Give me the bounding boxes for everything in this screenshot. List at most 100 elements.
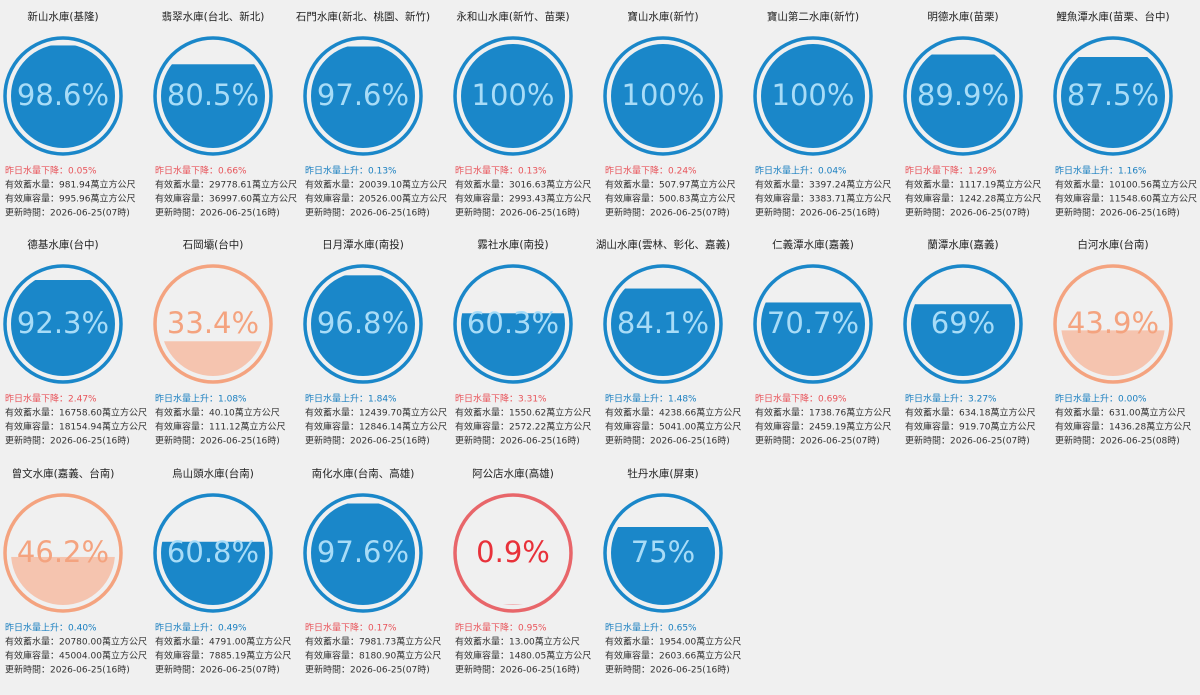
change-text: 昨日水量下降：0.66%	[155, 165, 247, 177]
updated-text: 更新時間：2026-06-25(07時)	[155, 664, 280, 676]
reservoir-name: 南化水庫(台南、高雄)	[312, 467, 415, 480]
storage-text: 有效蓄水量：981.94萬立方公尺	[5, 179, 136, 191]
capacity-text: 有效庫容量：7885.19萬立方公尺	[155, 650, 291, 662]
gauge-ring	[153, 36, 273, 156]
level-label: 80.5%	[167, 78, 259, 112]
capacity-text: 有效庫容量：2572.22萬立方公尺	[455, 421, 591, 433]
level-label: 89.9%	[917, 78, 1009, 112]
water-level	[161, 64, 265, 148]
updated-text: 更新時間：2026-06-25(16時)	[605, 435, 730, 447]
change-text: 昨日水量上升：0.65%	[605, 622, 697, 634]
level-label: 43.9%	[1067, 306, 1159, 340]
capacity-text: 有效庫容量：1436.28萬立方公尺	[1055, 421, 1191, 433]
gauge-ring	[603, 493, 723, 613]
capacity-text: 有效庫容量：111.12萬立方公尺	[155, 421, 286, 433]
change-text: 昨日水量下降：0.95%	[455, 622, 547, 634]
capacity-text: 有效庫容量：20526.00萬立方公尺	[305, 193, 447, 205]
change-text: 昨日水量下降：2.47%	[5, 393, 97, 405]
storage-text: 有效蓄水量：1738.76萬立方公尺	[755, 407, 891, 419]
reservoir-name: 寶山水庫(新竹)	[627, 10, 698, 23]
updated-text: 更新時間：2026-06-25(16時)	[1055, 207, 1180, 219]
capacity-text: 有效庫容量：5041.00萬立方公尺	[605, 421, 741, 433]
storage-text: 有效蓄水量：1550.62萬立方公尺	[455, 407, 591, 419]
change-text: 昨日水量上升：1.84%	[305, 393, 397, 405]
storage-text: 有效蓄水量：631.00萬立方公尺	[1055, 407, 1186, 419]
storage-text: 有效蓄水量：4791.00萬立方公尺	[155, 636, 291, 648]
level-label: 97.6%	[317, 78, 409, 112]
updated-text: 更新時間：2026-06-25(16時)	[5, 435, 130, 447]
gauge-ring	[153, 493, 273, 613]
level-label: 97.6%	[317, 535, 409, 569]
gauge-ring	[303, 264, 423, 384]
change-text: 昨日水量下降：0.24%	[605, 165, 697, 177]
water-level	[461, 604, 565, 605]
updated-text: 更新時間：2026-06-25(07時)	[5, 207, 130, 219]
updated-text: 更新時間：2026-06-25(07時)	[905, 435, 1030, 447]
capacity-text: 有效庫容量：3383.71萬立方公尺	[755, 193, 891, 205]
gauge-ring	[1053, 36, 1173, 156]
storage-text: 有效蓄水量：13.00萬立方公尺	[455, 636, 580, 648]
reservoir-name: 蘭潭水庫(嘉義)	[927, 238, 998, 251]
level-label: 92.3%	[17, 306, 109, 340]
capacity-text: 有效庫容量：1480.05萬立方公尺	[455, 650, 591, 662]
gauge-ring	[303, 36, 423, 156]
water-level	[461, 44, 565, 148]
gauge-ring	[753, 36, 873, 156]
reservoir-name: 鯉魚潭水庫(苗栗、台中)	[1056, 10, 1169, 23]
level-label: 75%	[631, 535, 695, 569]
gauge-ring	[453, 493, 573, 613]
water-level	[761, 44, 865, 148]
capacity-text: 有效庫容量：12846.14萬立方公尺	[305, 421, 447, 433]
storage-text: 有效蓄水量：1117.19萬立方公尺	[905, 179, 1041, 191]
change-text: 昨日水量下降：0.13%	[455, 165, 547, 177]
level-label: 70.7%	[767, 306, 859, 340]
capacity-text: 有效庫容量：11548.60萬立方公尺	[1055, 193, 1197, 205]
level-label: 87.5%	[1067, 78, 1159, 112]
change-text: 昨日水量上升：1.08%	[155, 393, 247, 405]
water-level	[311, 503, 415, 605]
gauge-ring	[3, 264, 123, 384]
storage-text: 有效蓄水量：10100.56萬立方公尺	[1055, 179, 1197, 191]
updated-text: 更新時間：2026-06-25(16時)	[605, 664, 730, 676]
updated-text: 更新時間：2026-06-25(07時)	[305, 664, 430, 676]
water-level	[11, 45, 115, 148]
updated-text: 更新時間：2026-06-25(07時)	[605, 207, 730, 219]
reservoir-name: 翡翠水庫(台北、新北)	[162, 10, 265, 23]
change-text: 昨日水量下降：0.69%	[755, 393, 847, 405]
gauge-ring	[153, 264, 273, 384]
storage-text: 有效蓄水量：40.10萬立方公尺	[155, 407, 280, 419]
storage-text: 有效蓄水量：12439.70萬立方公尺	[305, 407, 447, 419]
water-level	[11, 280, 115, 376]
reservoir-name: 湖山水庫(雲林、彰化、嘉義)	[596, 238, 730, 251]
change-text: 昨日水量上升：1.16%	[1055, 165, 1147, 177]
level-label: 100%	[772, 78, 855, 112]
water-level	[311, 46, 415, 148]
level-label: 60.3%	[467, 306, 559, 340]
change-text: 昨日水量下降：1.29%	[905, 165, 997, 177]
change-text: 昨日水量上升：0.13%	[305, 165, 397, 177]
updated-text: 更新時間：2026-06-25(07時)	[905, 207, 1030, 219]
change-text: 昨日水量上升：0.04%	[755, 165, 847, 177]
storage-text: 有效蓄水量：29778.61萬立方公尺	[155, 179, 297, 191]
water-level	[911, 54, 1015, 148]
gauge-ring	[903, 36, 1023, 156]
updated-text: 更新時間：2026-06-25(07時)	[755, 435, 880, 447]
updated-text: 更新時間：2026-06-25(16時)	[5, 664, 130, 676]
reservoir-name: 牡丹水庫(屏東)	[627, 467, 698, 480]
capacity-text: 有效庫容量：45004.00萬立方公尺	[5, 650, 147, 662]
capacity-text: 有效庫容量：36997.60萬立方公尺	[155, 193, 297, 205]
updated-text: 更新時間：2026-06-25(16時)	[305, 435, 430, 447]
storage-text: 有效蓄水量：3016.63萬立方公尺	[455, 179, 591, 191]
change-text: 昨日水量下降：0.05%	[5, 165, 97, 177]
reservoir-name: 曾文水庫(嘉義、台南)	[12, 467, 115, 480]
capacity-text: 有效庫容量：919.70萬立方公尺	[905, 421, 1036, 433]
storage-text: 有效蓄水量：1954.00萬立方公尺	[605, 636, 741, 648]
change-text: 昨日水量下降：3.31%	[455, 393, 547, 405]
updated-text: 更新時間：2026-06-25(16時)	[155, 435, 280, 447]
reservoir-name: 石岡壩(台中)	[183, 238, 244, 251]
level-label: 46.2%	[17, 535, 109, 569]
updated-text: 更新時間：2026-06-25(16時)	[455, 664, 580, 676]
level-label: 60.8%	[167, 535, 259, 569]
